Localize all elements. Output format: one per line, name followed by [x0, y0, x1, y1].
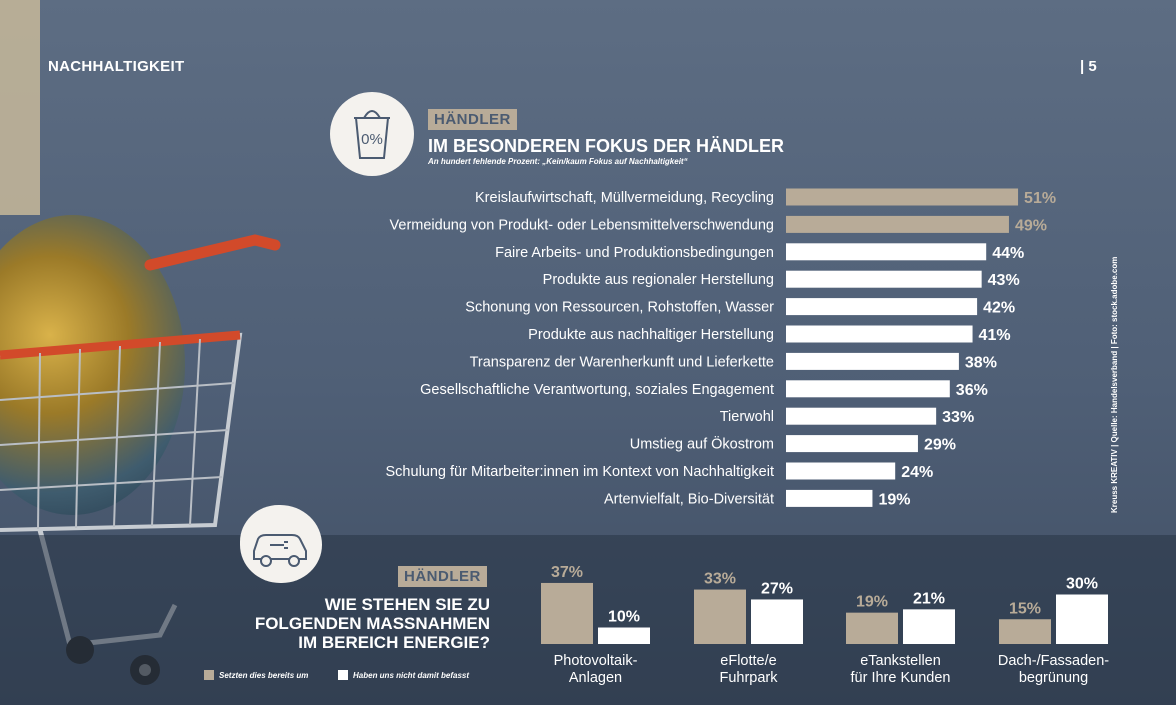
zero-percent-bucket-icon: 0%	[330, 92, 414, 176]
icon-label: 0%	[361, 131, 383, 148]
bar-value-label: 49%	[1015, 217, 1047, 234]
grouped-bar-value-label: 21%	[913, 590, 945, 607]
section-title: NACHHALTIGKEIT	[48, 58, 185, 75]
legend-label: Haben uns nicht damit befasst	[353, 670, 470, 680]
bar	[786, 489, 873, 507]
bar	[786, 215, 1009, 233]
bar-value-label: 36%	[956, 382, 988, 399]
bar	[786, 270, 982, 288]
category-label: begrünung	[1019, 670, 1088, 686]
bar-value-label: 44%	[992, 245, 1024, 262]
bar-category-label: Produkte aus nachhaltiger Herstellung	[528, 327, 774, 343]
grouped-bar-value-label: 30%	[1066, 576, 1098, 593]
bar-category-label: Vermeidung von Produkt- oder Lebensmitte…	[390, 217, 774, 233]
grouped-bar-value-label: 19%	[856, 594, 888, 611]
legend-item-not-considered: Haben uns nicht damit befasst	[338, 670, 469, 680]
bar-category-label: Transparenz der Warenherkunft und Liefer…	[470, 354, 774, 370]
grouped-bar	[598, 627, 650, 644]
bar-category-label: Gesellschaftliche Verantwortung, soziale…	[420, 382, 774, 398]
bar-category-label: Faire Arbeits- und Produktionsbedingunge…	[495, 245, 774, 261]
grouped-bar	[694, 589, 746, 644]
category-label: für Ihre Kunden	[851, 670, 951, 686]
bar	[786, 243, 987, 261]
bar-value-label: 29%	[924, 437, 956, 454]
chart1-tag: HÄNDLER	[428, 109, 517, 130]
legend-swatch	[338, 670, 348, 680]
legend-item-done: Setzten dies bereits um	[204, 670, 308, 680]
bar-value-label: 38%	[965, 354, 997, 371]
bar-value-label: 42%	[983, 300, 1015, 317]
grouped-bar	[541, 582, 593, 644]
grouped-bar-value-label: 33%	[704, 571, 736, 588]
bar-category-label: Kreislaufwirtschaft, Müllvermeidung, Rec…	[475, 190, 774, 206]
category-label: Photovoltaik-	[554, 653, 638, 669]
chart2-tag: HÄNDLER	[398, 566, 487, 587]
grouped-bar-value-label: 10%	[608, 609, 640, 626]
category-label: Dach-/Fassaden-	[998, 653, 1109, 669]
electric-car-icon	[240, 505, 322, 583]
category-label: Anlagen	[569, 670, 622, 686]
bar	[786, 435, 918, 453]
photo-credit: Kreuss KREATIV | Quelle: Handelsverband …	[1110, 257, 1119, 513]
bar-category-label: Artenvielfalt, Bio-Diversität	[604, 491, 774, 507]
bar-category-label: Schulung für Mitarbeiter:innen im Kontex…	[386, 464, 774, 480]
bar	[786, 407, 937, 425]
chart2-title-line: FOLGENDEN MASSNAHMEN	[254, 614, 490, 633]
grouped-bar	[751, 599, 803, 644]
bar-value-label: 24%	[901, 464, 933, 481]
grouped-bar	[999, 619, 1051, 644]
grouped-bar-value-label: 27%	[761, 580, 793, 597]
grouped-bar-value-label: 15%	[1009, 600, 1041, 617]
bar	[786, 462, 896, 480]
chart1-title: IM BESONDEREN FOKUS DER HÄNDLER	[428, 136, 785, 156]
bar	[786, 325, 973, 343]
chart2-title-line: WIE STEHEN SIE ZU	[324, 595, 490, 614]
category-label: eFlotte/e	[720, 653, 776, 669]
bar-category-label: Produkte aus regionaler Herstellung	[543, 272, 774, 288]
bar-category-label: Tierwohl	[720, 409, 774, 425]
bar	[786, 352, 959, 370]
bar	[786, 298, 978, 316]
bar-value-label: 33%	[942, 409, 974, 426]
grouped-bar	[846, 612, 898, 644]
grouped-bar	[903, 609, 955, 644]
grouped-bar-value-label: 37%	[551, 564, 583, 581]
bar-value-label: 19%	[878, 491, 910, 508]
category-label: eTankstellen	[860, 653, 941, 669]
bar-value-label: 43%	[988, 272, 1020, 289]
bar	[786, 188, 1019, 206]
chart2-title-line: IM BEREICH ENERGIE?	[298, 633, 490, 652]
decorative-stripe	[0, 0, 40, 215]
bar-category-label: Umstieg auf Ökostrom	[630, 435, 774, 453]
bar-category-label: Schonung von Ressourcen, Rohstoffen, Was…	[465, 300, 774, 316]
bar-value-label: 41%	[979, 327, 1011, 344]
bar-value-label: 51%	[1024, 190, 1056, 207]
chart1-subtitle: An hundert fehlende Prozent: „Kein/kaum …	[428, 157, 688, 166]
bar	[786, 380, 950, 398]
page-number: | 5	[1080, 58, 1097, 75]
chart2-title: WIE STEHEN SIE ZU FOLGENDEN MASSNAHMEN I…	[230, 595, 490, 652]
legend-swatch	[204, 670, 214, 680]
category-label: Fuhrpark	[719, 670, 778, 686]
svg-text:Kreuss KREATIV | Quelle: Hande: Kreuss KREATIV | Quelle: Handelsverband …	[1110, 257, 1119, 513]
legend-label: Setzten dies bereits um	[219, 670, 309, 680]
grouped-bar	[1056, 594, 1108, 644]
